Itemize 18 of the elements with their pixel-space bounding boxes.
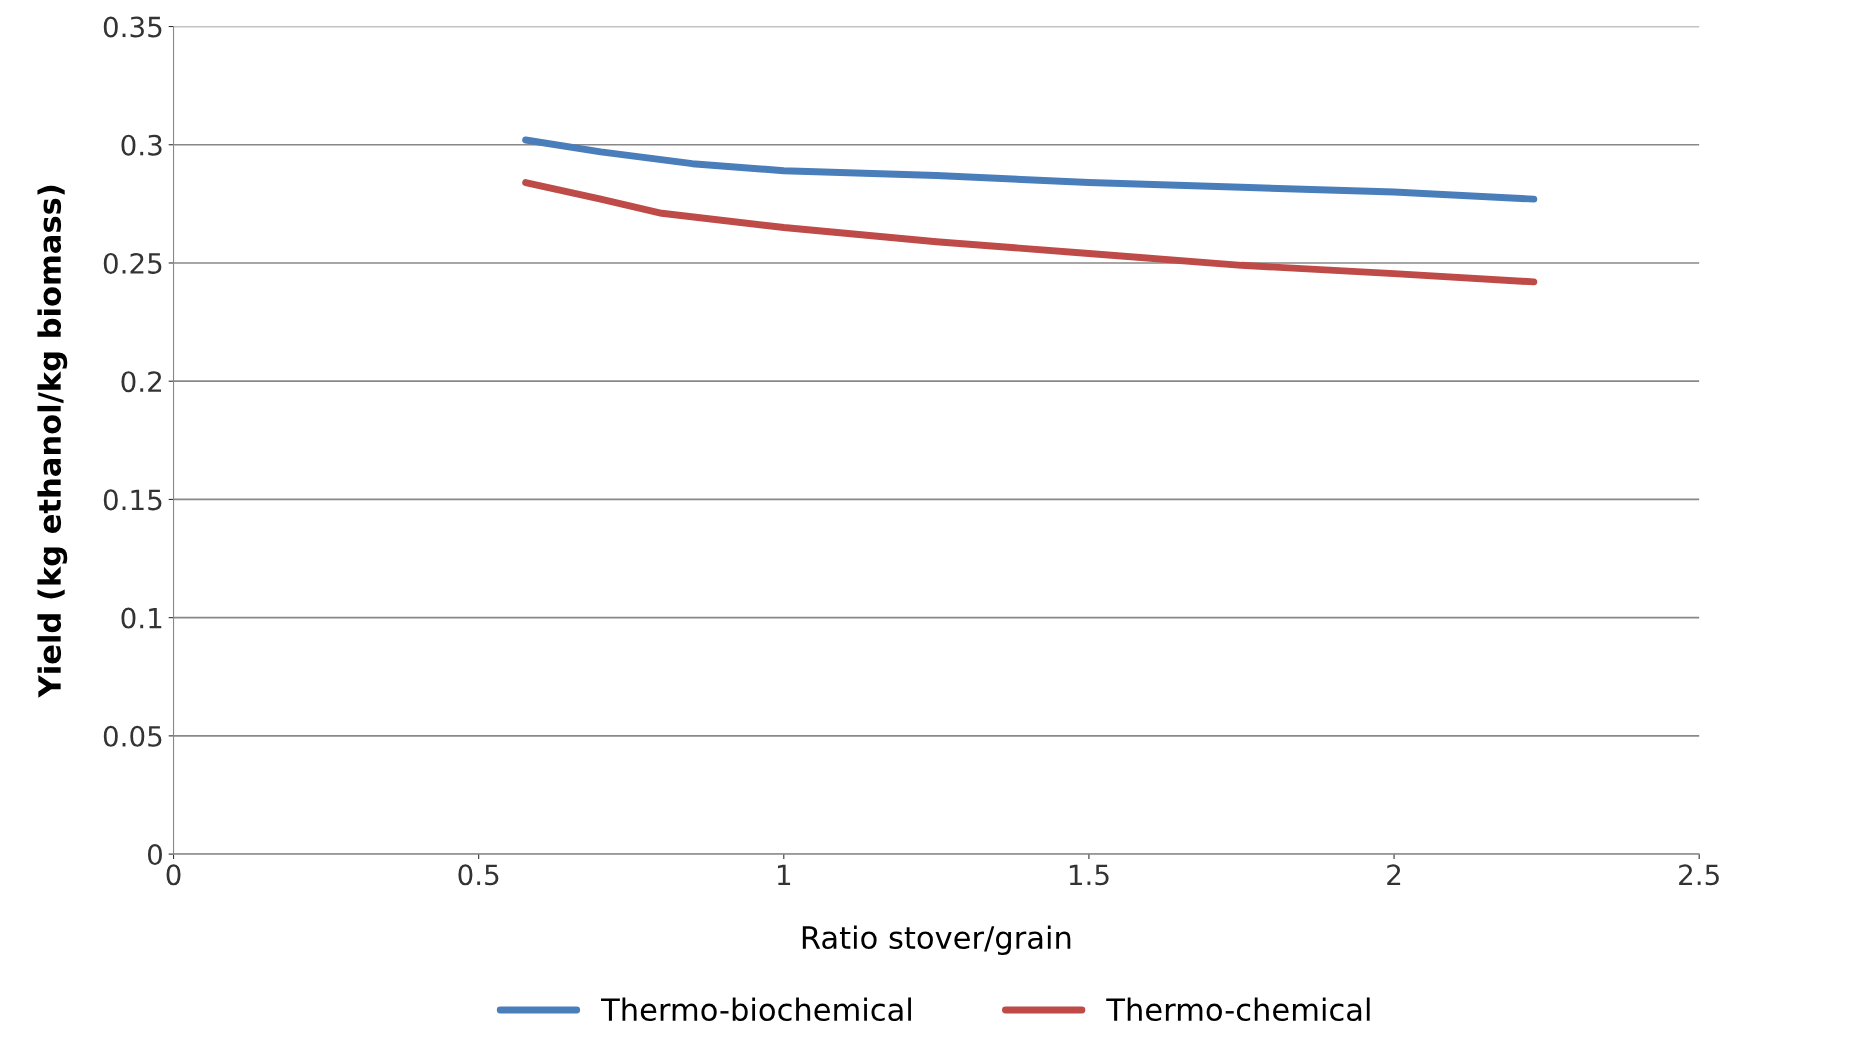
y-tick-label: 0.2 [121, 371, 162, 393]
x-axis-title: Ratio stover/grain [802, 925, 1071, 956]
y-tick-label: 0.15 [103, 489, 162, 511]
x-tick-label: 1.5 [1069, 864, 1109, 886]
x-tick-label: 1 [778, 864, 791, 885]
y-tick-label: 0.3 [121, 134, 162, 156]
y-tick-label: 0.1 [121, 607, 162, 629]
legend-label: Thermo-biochemical [601, 997, 911, 1022]
y-tick-label: 0.35 [103, 16, 162, 38]
x-tick-label: 0 [166, 864, 181, 886]
x-tick-label: 2 [1387, 864, 1401, 885]
y-tick-label: 0.25 [103, 252, 162, 274]
y-tick-label: 0.05 [103, 725, 162, 747]
y-tick-label: 0 [147, 844, 162, 866]
legend-label: Thermo-chemical [1106, 997, 1370, 1022]
x-tick-label: 2.5 [1679, 864, 1719, 886]
x-tick-label: 0.5 [458, 864, 499, 886]
y-axis-title: Yield (kg ethanol/kg biomass) [37, 185, 68, 698]
